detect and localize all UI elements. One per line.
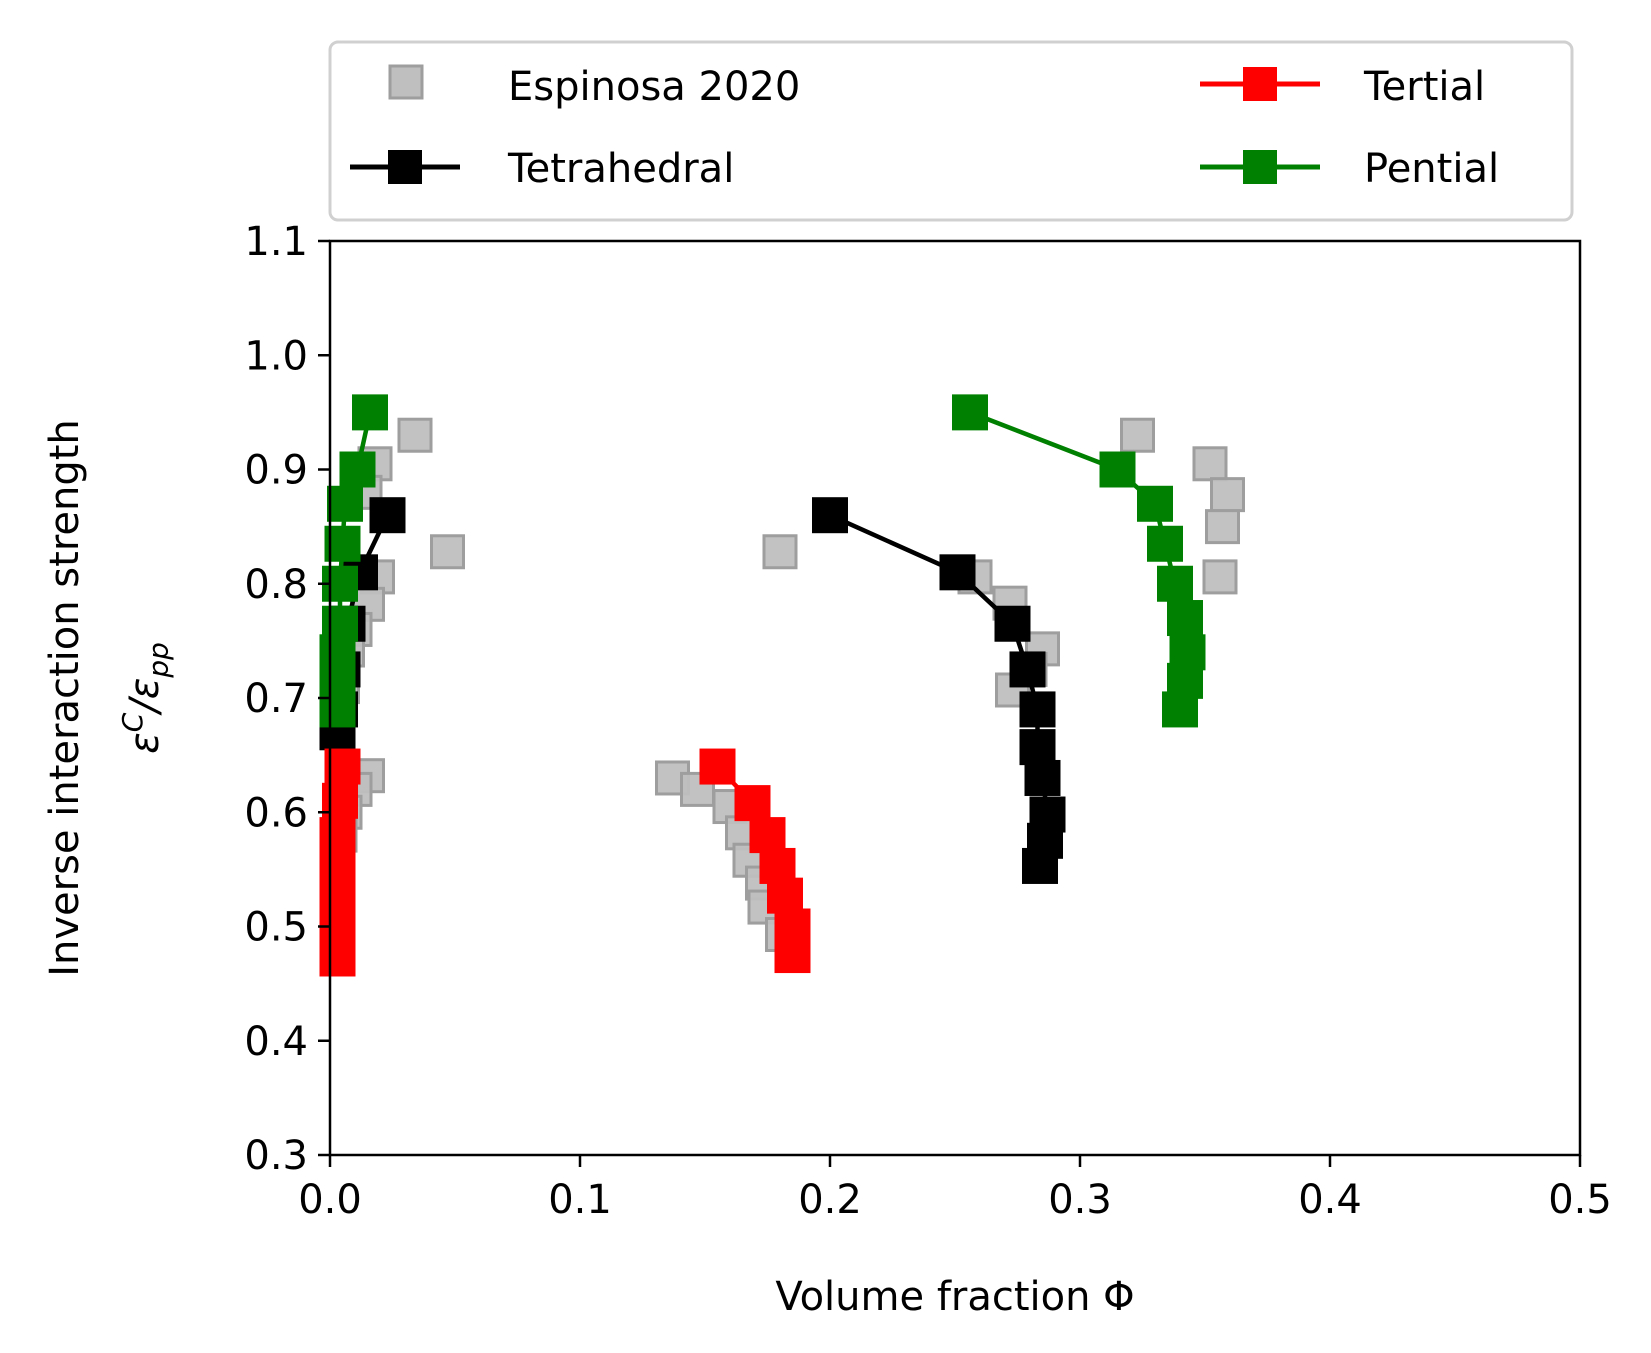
data-point-espinosa-2020	[762, 534, 798, 570]
x-axis-label: Volume fraction Φ	[775, 1274, 1134, 1320]
data-point-tetrahedral	[369, 497, 406, 534]
x-tick-label: 0.5	[1548, 1177, 1612, 1223]
data-point-tetrahedral	[812, 497, 848, 534]
y-axis-label-sup: C	[116, 712, 149, 732]
y-tick-label: 1.0	[244, 333, 308, 379]
data-point-pential	[1157, 565, 1193, 602]
x-tick-label: 0.1	[548, 1177, 612, 1223]
legend-label-espinosa: Espinosa 2020	[508, 64, 800, 110]
plot-area	[319, 239, 1582, 1157]
data-point-tertial	[319, 817, 356, 854]
x-axis: 0.0 0.1 0.2 0.3 0.4 0.5	[298, 1155, 1612, 1223]
data-point-espinosa-2020	[1192, 446, 1228, 482]
data-point-tetrahedral	[1009, 651, 1046, 688]
y-tick-label: 0.8	[244, 562, 308, 608]
legend-marker-tertial	[1243, 67, 1277, 101]
y-axis-label-line1: Inverse interaction strength	[42, 419, 88, 977]
legend-marker-espinosa	[388, 64, 424, 100]
legend-marker-tetrahedral	[388, 150, 422, 184]
data-point-tertial	[319, 940, 356, 977]
y-tick-label: 0.5	[244, 905, 308, 951]
y-tick-label: 0.4	[244, 1019, 308, 1065]
data-point-tertial	[699, 748, 736, 785]
data-point-pential	[1099, 451, 1136, 488]
data-point-tetrahedral	[994, 605, 1031, 642]
plot-frame	[328, 239, 1582, 1157]
data-point-tetrahedral	[939, 554, 976, 591]
y-axis-label-line2: εC/εpp	[116, 642, 175, 754]
data-point-espinosa-2020	[1120, 417, 1155, 453]
y-tick-label: 0.3	[244, 1133, 308, 1179]
data-point-pential	[327, 485, 363, 522]
data-point-pential	[952, 394, 988, 431]
y-tick-label: 0.7	[244, 676, 308, 722]
legend: Espinosa 2020 Tetrahedral Tertial Pentia…	[328, 40, 1574, 222]
data-point-pential	[1147, 525, 1183, 562]
data-point-espinosa-2020	[1202, 559, 1238, 595]
data-point-tetrahedral	[1019, 691, 1056, 728]
y-axis-label-slash: /ε	[122, 678, 168, 716]
data-point-espinosa-2020	[1210, 477, 1245, 513]
data-point-tetrahedral	[1022, 847, 1058, 884]
x-tick-label: 0.2	[798, 1177, 862, 1223]
data-point-pential	[339, 451, 376, 488]
legend-label-tertial: Tertial	[1363, 64, 1485, 110]
data-point-pential	[352, 394, 388, 431]
data-point-tertial	[767, 877, 803, 914]
x-tick-label: 0.3	[1048, 1177, 1112, 1223]
y-tick-label: 0.6	[244, 790, 308, 836]
legend-marker-pential	[1243, 150, 1277, 184]
x-tick-label: 0.0	[298, 1177, 362, 1223]
data-point-tetrahedral	[1024, 759, 1061, 796]
data-point-espinosa-2020	[397, 417, 433, 453]
data-point-tertial	[734, 785, 771, 822]
data-point-pential	[1137, 485, 1173, 522]
data-point-tertial	[774, 937, 811, 974]
data-point-pential	[1167, 600, 1203, 637]
series-tetrahedral	[319, 497, 1066, 884]
y-axis: 0.3 0.4 0.5 0.6 0.7 0.8 0.9 1.0 1.1	[244, 219, 330, 1179]
data-point-espinosa-2020	[430, 534, 465, 570]
legend-label-pential: Pential	[1364, 146, 1499, 192]
x-tick-label: 0.4	[1298, 1177, 1362, 1223]
y-tick-label: 0.9	[244, 448, 308, 494]
data-point-tertial	[749, 817, 786, 854]
data-point-tertial	[319, 851, 356, 888]
legend-label-tetrahedral: Tetrahedral	[507, 146, 734, 192]
y-axis-label-sub: pp	[142, 642, 175, 679]
series-pential	[319, 394, 1206, 728]
data-layer	[319, 394, 1245, 977]
y-tick-label: 1.1	[244, 219, 308, 265]
data-point-tetrahedral	[1019, 729, 1056, 766]
data-point-espinosa-2020	[1205, 509, 1240, 545]
y-axis-label-symbol: ε	[122, 732, 168, 754]
data-point-pential	[1162, 691, 1198, 728]
